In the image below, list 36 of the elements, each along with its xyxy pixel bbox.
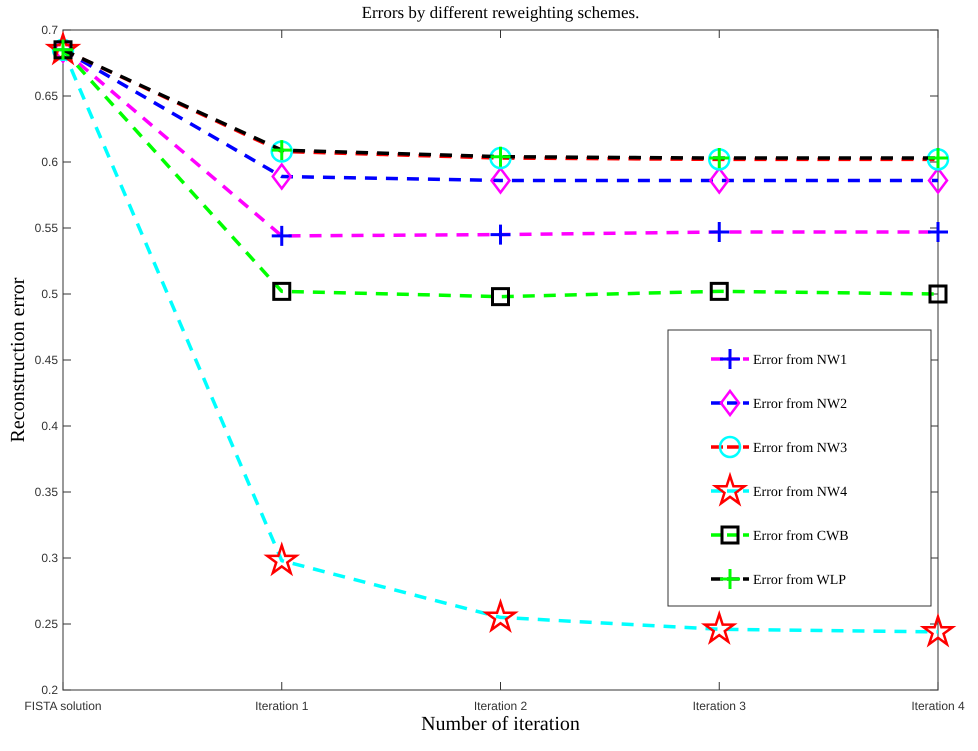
point	[928, 284, 948, 304]
legend-label: Error from NW3	[753, 441, 848, 456]
y-tick-label: 0.4	[41, 419, 58, 433]
y-tick-label: 0.35	[34, 485, 58, 499]
y-tick-label: 0.65	[34, 89, 58, 103]
y-tick-label: 0.3	[41, 551, 58, 565]
x-tick-label: FISTA solution	[24, 699, 102, 713]
y-axis-title: Reconstruction error	[7, 277, 29, 442]
legend-label: Error from NW1	[753, 353, 848, 368]
chart-title: Errors by different reweighting schemes.	[362, 3, 640, 22]
y-tick-label: 0.2	[41, 683, 58, 697]
y-tick-label: 0.45	[34, 353, 58, 367]
point	[489, 223, 512, 246]
point	[710, 282, 729, 301]
legend-label: Error from NW2	[753, 397, 848, 412]
legend-label: Error from NW4	[753, 485, 848, 500]
point	[491, 287, 510, 306]
x-axis-title: Number of iteration	[421, 713, 580, 735]
x-tick-label: Iteration 3	[692, 699, 746, 713]
x-tick-label: Iteration 4	[911, 699, 966, 713]
point	[270, 224, 294, 248]
y-tick-label: 0.6	[41, 155, 58, 169]
x-tick-label: Iteration 1	[255, 699, 309, 713]
point	[926, 220, 950, 244]
legend-label: Error from WLP	[753, 573, 846, 588]
point	[708, 220, 731, 244]
legend-label: Error from CWB	[753, 529, 849, 544]
point	[272, 163, 292, 190]
y-tick-label: 0.55	[34, 221, 58, 235]
point	[272, 282, 292, 301]
point	[490, 167, 511, 194]
x-tick-label: Iteration 2	[474, 699, 528, 713]
y-tick-label: 0.5	[41, 287, 58, 301]
y-tick-label: 0.25	[34, 617, 58, 631]
y-tick-label: 0.7	[41, 23, 58, 37]
point	[928, 167, 948, 194]
